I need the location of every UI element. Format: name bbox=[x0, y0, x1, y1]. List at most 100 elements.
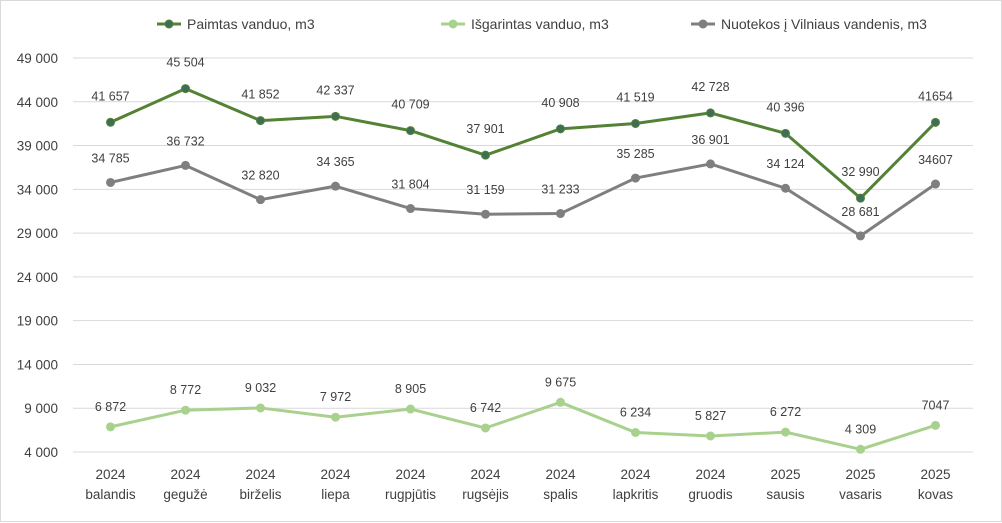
gridlines bbox=[73, 57, 973, 453]
data-point bbox=[406, 204, 415, 214]
data-label: 32 820 bbox=[241, 169, 279, 183]
x-tick-year: 2024 bbox=[395, 467, 426, 482]
data-label: 41654 bbox=[918, 89, 953, 103]
data-label: 37 901 bbox=[466, 122, 504, 136]
x-tick-year: 2024 bbox=[320, 467, 351, 482]
data-point bbox=[106, 177, 115, 187]
series-line bbox=[109, 87, 937, 200]
x-tick-year: 2024 bbox=[170, 467, 201, 482]
data-label: 34 365 bbox=[316, 155, 354, 169]
legend-label: Išgarintas vanduo, m3 bbox=[471, 16, 609, 32]
y-tick-label: 4 000 bbox=[24, 445, 58, 460]
x-tick-year: 2024 bbox=[470, 467, 501, 482]
legend-swatch-marker bbox=[164, 19, 174, 29]
data-label: 9 032 bbox=[245, 381, 276, 395]
y-axis-ticks: 4 000 9 000 14 000 19 000 24 000 29 000 34 000… bbox=[17, 51, 58, 460]
data-label: 8 905 bbox=[395, 382, 426, 396]
data-point bbox=[256, 195, 265, 205]
x-tick-year: 2025 bbox=[845, 467, 875, 482]
x-tick-year: 2024 bbox=[620, 467, 651, 482]
data-label: 6 872 bbox=[95, 400, 126, 414]
x-tick-month: spalis bbox=[543, 487, 578, 502]
data-point bbox=[781, 183, 790, 193]
data-point bbox=[781, 128, 790, 138]
data-label: 28 681 bbox=[841, 205, 879, 219]
x-tick-year: 2025 bbox=[920, 467, 950, 482]
data-point bbox=[856, 444, 865, 454]
data-label: 5 827 bbox=[695, 409, 726, 423]
series-line bbox=[109, 400, 937, 451]
data-label: 41 852 bbox=[241, 88, 279, 102]
x-tick-month: liepa bbox=[321, 487, 350, 502]
x-tick-month: birželis bbox=[239, 487, 281, 502]
data-label: 45 504 bbox=[166, 56, 204, 70]
data-point bbox=[181, 84, 190, 94]
data-point bbox=[856, 193, 865, 203]
data-point bbox=[481, 423, 490, 433]
x-tick-month: gruodis bbox=[688, 487, 733, 502]
data-point bbox=[331, 181, 340, 191]
legend-swatch-marker bbox=[448, 19, 458, 29]
data-point bbox=[931, 117, 940, 127]
y-tick-label: 24 000 bbox=[17, 270, 58, 285]
data-label: 36 732 bbox=[166, 134, 204, 148]
data-label: 40 396 bbox=[766, 100, 804, 114]
data-point bbox=[631, 427, 640, 437]
data-label: 6 272 bbox=[770, 405, 801, 419]
data-label: 40 908 bbox=[541, 96, 579, 110]
data-point bbox=[931, 179, 940, 189]
data-label: 9 675 bbox=[545, 375, 576, 389]
data-label: 31 159 bbox=[466, 183, 504, 197]
data-label: 40 709 bbox=[391, 98, 429, 112]
legend-label: Nuotekos į Vilniaus vandenis, m3 bbox=[721, 16, 927, 32]
data-point bbox=[856, 231, 865, 241]
x-tick-month: rugsėjis bbox=[462, 487, 509, 502]
data-label: 42 337 bbox=[316, 83, 354, 97]
x-tick-month: lapkritis bbox=[613, 487, 659, 502]
legend-swatch-marker bbox=[698, 19, 708, 29]
data-label: 34 124 bbox=[766, 157, 804, 171]
y-tick-label: 19 000 bbox=[17, 314, 58, 329]
data-label: 42 728 bbox=[691, 80, 729, 94]
x-tick-month: vasaris bbox=[839, 487, 882, 502]
data-label: 35 285 bbox=[616, 147, 654, 161]
y-tick-label: 34 000 bbox=[17, 182, 58, 197]
data-label: 34 785 bbox=[91, 151, 129, 165]
data-point bbox=[631, 173, 640, 183]
data-point bbox=[181, 160, 190, 170]
data-label: 6 234 bbox=[620, 405, 651, 419]
data-point bbox=[781, 427, 790, 437]
data-point bbox=[406, 404, 415, 414]
x-tick-month: gegužė bbox=[163, 487, 207, 502]
data-label: 36 901 bbox=[691, 133, 729, 147]
data-point bbox=[706, 431, 715, 441]
x-tick-year: 2024 bbox=[695, 467, 726, 482]
data-point bbox=[556, 124, 565, 134]
x-axis-ticks: 2024 balandis 2024 gegužė 2024 birželis 2024 li… bbox=[85, 467, 953, 502]
data-label: 7047 bbox=[922, 398, 950, 412]
y-tick-label: 39 000 bbox=[17, 139, 58, 154]
y-tick-label: 29 000 bbox=[17, 226, 58, 241]
data-label: 7 972 bbox=[320, 390, 351, 404]
data-point bbox=[706, 159, 715, 169]
x-tick-year: 2024 bbox=[245, 467, 276, 482]
data-point bbox=[106, 422, 115, 432]
data-point bbox=[931, 420, 940, 430]
legend: Paimtas vanduo, m3 Išgarintas vanduo, m3 N… bbox=[157, 16, 927, 32]
x-tick-month: kovas bbox=[918, 487, 954, 502]
data-label: 6 742 bbox=[470, 401, 501, 415]
data-point bbox=[256, 116, 265, 126]
data-label: 41 519 bbox=[616, 91, 654, 105]
x-tick-month: rugpjūtis bbox=[385, 487, 436, 502]
data-point bbox=[106, 117, 115, 127]
data-label: 31 233 bbox=[541, 183, 579, 197]
x-tick-year: 2025 bbox=[770, 467, 800, 482]
data-label: 32 990 bbox=[841, 165, 879, 179]
data-point bbox=[406, 126, 415, 136]
data-label: 34607 bbox=[918, 153, 953, 167]
data-point bbox=[481, 209, 490, 219]
data-point bbox=[556, 397, 565, 407]
x-tick-year: 2024 bbox=[95, 467, 126, 482]
data-point bbox=[556, 209, 565, 219]
